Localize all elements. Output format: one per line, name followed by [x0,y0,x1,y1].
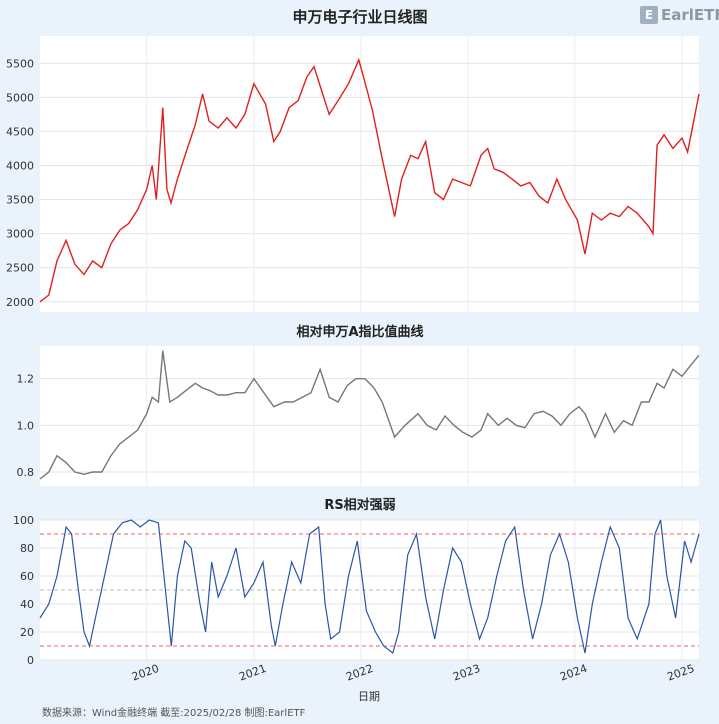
y-tick-label: 80 [20,542,34,555]
y-tick-label: 0.8 [17,466,35,479]
x-tick-label: 2024 [558,662,589,684]
ratio-y-ticks: 0.8 1.0 1.2 [17,373,35,479]
chart-title-ratio: 相对申万A指比值曲线 [296,324,423,340]
x-axis-label: 日期 [358,690,380,703]
ratio-series-line [39,350,700,480]
y-tick-label: 20 [20,626,34,639]
brand-logo: E EarlETF [640,6,719,24]
rs-series-line [39,519,700,655]
rs-y-ticks: 0 20 40 60 80 100 [13,514,34,667]
y-tick-label: 4500 [6,125,34,138]
y-tick-label: 2000 [6,296,34,309]
x-tick-label: 2023 [451,662,482,684]
ratio-grid [40,346,699,486]
y-tick-label: 2500 [6,262,34,275]
chart-title-price: 申万电子行业日线图 [292,8,427,26]
y-tick-label: 5500 [6,57,34,70]
x-tick-label: 2022 [344,662,375,684]
x-axis-ticks: 2020 2021 2022 2023 2024 2025 [130,662,696,684]
y-tick-label: 4000 [6,159,34,172]
y-tick-label: 60 [20,570,34,583]
source-footer: 数据来源：Wind金融终端 截至:2025/02/28 制图:EarlETF [42,708,306,719]
rs-grid [40,519,699,661]
price-grid [40,36,699,312]
y-tick-label: 40 [20,598,34,611]
logo-icon: E [640,6,658,24]
ratio-plot-area [40,346,699,486]
y-tick-label: 0 [27,654,34,667]
chart-title-rs: RS相对强弱 [324,497,395,513]
x-tick-label: 2020 [130,662,161,684]
price-y-ticks: 2000 2500 3000 3500 4000 4500 5000 5500 [6,57,34,309]
y-tick-label: 3500 [6,194,34,207]
logo-text: EarlETF [661,6,719,24]
y-tick-label: 5000 [6,91,34,104]
y-tick-label: 1.2 [17,373,35,386]
price-series-line [39,57,700,303]
rs-reference-lines [40,533,699,647]
x-tick-label: 2021 [237,662,268,684]
price-plot-area [40,36,699,312]
y-tick-label: 1.0 [17,419,35,432]
y-tick-label: 100 [13,514,34,527]
x-tick-label: 2025 [665,662,696,684]
y-tick-label: 3000 [6,228,34,241]
